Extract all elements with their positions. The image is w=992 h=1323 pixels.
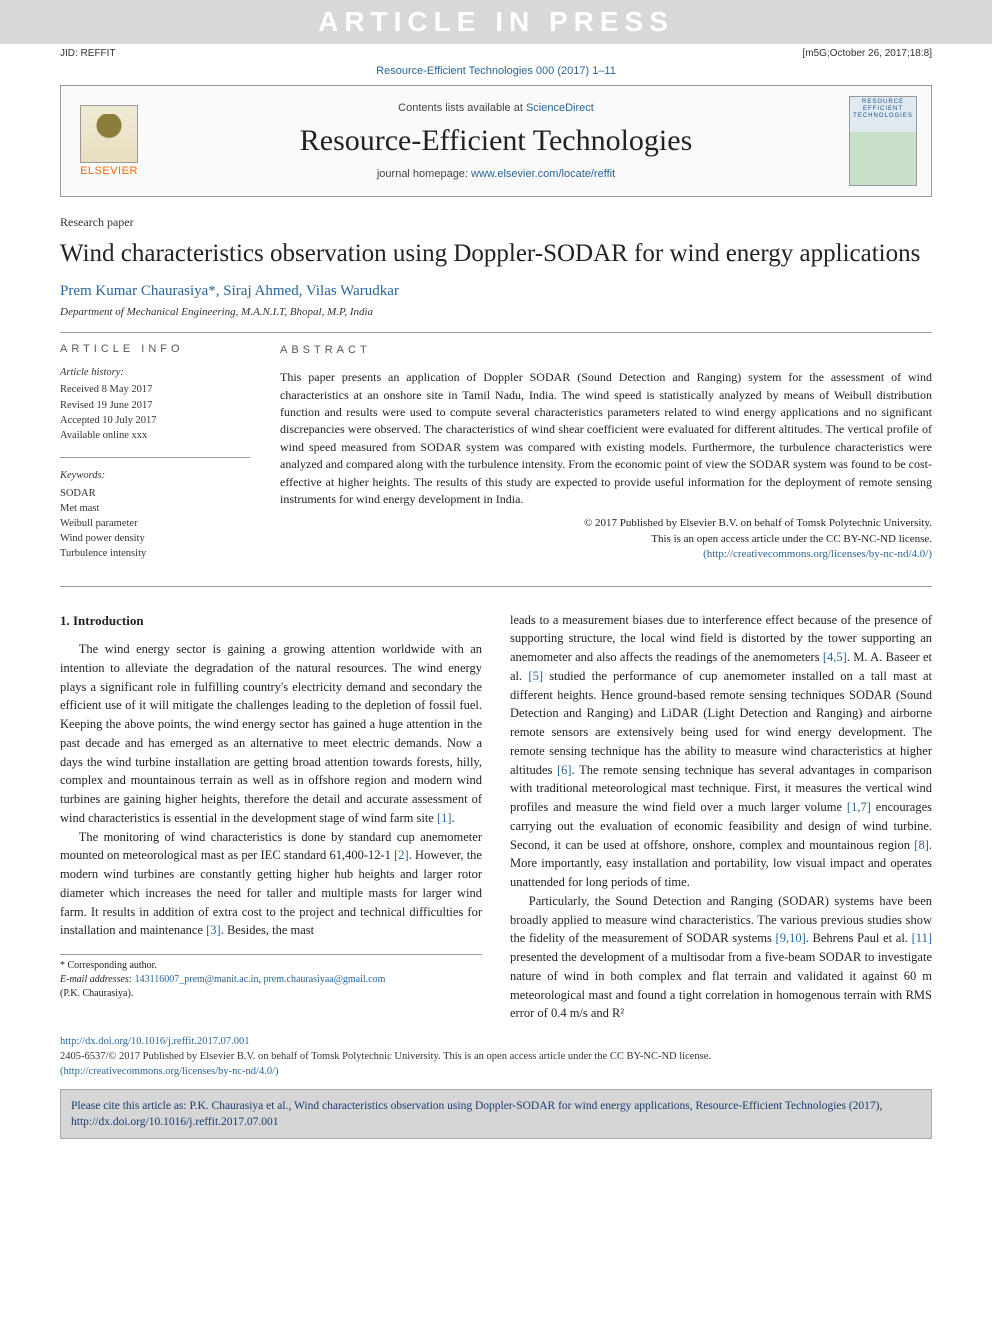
- citation-ref[interactable]: [3]: [206, 923, 221, 937]
- paragraph: The monitoring of wind characteristics i…: [60, 828, 482, 941]
- history-item: Revised 19 June 2017: [60, 398, 250, 413]
- elsevier-wordmark: ELSEVIER: [80, 165, 138, 177]
- copyright-block: © 2017 Published by Elsevier B.V. on beh…: [280, 516, 932, 562]
- history-subhead: Article history:: [60, 365, 250, 380]
- license-link[interactable]: (http://creativecommons.org/licenses/by-…: [60, 1066, 279, 1077]
- email-author-name: (P.K. Chaurasiya).: [60, 987, 482, 1001]
- keywords-subhead: Keywords:: [60, 468, 250, 483]
- section-heading: 1. Introduction: [60, 611, 482, 631]
- keyword: Weibull parameter: [60, 516, 250, 531]
- elsevier-logo: ELSEVIER: [75, 102, 143, 180]
- top-meta-bar: JID: REFFIT [m5G;October 26, 2017;18:8]: [0, 44, 992, 61]
- journal-title: Resource-Efficient Technologies: [157, 124, 835, 158]
- article-history: Article history: Received 8 May 2017 Rev…: [60, 365, 250, 443]
- author-email[interactable]: 143116007_prem@manit.ac.in: [135, 974, 259, 985]
- cite-box: Please cite this article as: P.K. Chaura…: [60, 1089, 932, 1139]
- article-info-head: ARTICLE INFO: [60, 343, 250, 355]
- divider: [60, 332, 932, 333]
- license-link[interactable]: (http://creativecommons.org/licenses/by-…: [703, 548, 932, 560]
- abstract: ABSTRACT This paper presents an applicat…: [280, 343, 932, 575]
- homepage-link[interactable]: www.elsevier.com/locate/reffit: [471, 168, 615, 180]
- article-body: Research paper Wind characteristics obse…: [0, 197, 992, 1023]
- citation-ref[interactable]: [5]: [528, 669, 543, 683]
- paper-title: Wind characteristics observation using D…: [60, 238, 932, 269]
- citation-ref[interactable]: [2]: [394, 848, 409, 862]
- article-info: ARTICLE INFO Article history: Received 8…: [60, 343, 250, 575]
- email-line: E-mail addresses: 143116007_prem@manit.a…: [60, 973, 482, 987]
- keyword: Met mast: [60, 501, 250, 516]
- citation-ref[interactable]: [1,7]: [847, 800, 871, 814]
- cite-doi-link[interactable]: http://dx.doi.org/10.1016/j.reffit.2017.…: [71, 1116, 279, 1128]
- copyright-line: This is an open access article under the…: [280, 532, 932, 547]
- author-email[interactable]: prem.chaurasiyaa@gmail.com: [263, 974, 385, 985]
- citation-ref[interactable]: [4,5]: [823, 650, 847, 664]
- journal-cover-thumb: RESOURCE EFFICIENT TECHNOLOGIES: [849, 96, 917, 186]
- sciencedirect-link[interactable]: ScienceDirect: [526, 102, 594, 114]
- divider: [60, 586, 932, 587]
- journal-header: ELSEVIER Contents lists available at Sci…: [60, 85, 932, 197]
- paragraph: The wind energy sector is gaining a grow…: [60, 640, 482, 828]
- corresponding-author: * Corresponding author.: [60, 959, 482, 973]
- keyword: Turbulence intensity: [60, 546, 250, 561]
- citation-ref[interactable]: [6]: [557, 763, 572, 777]
- history-item: Accepted 10 July 2017: [60, 413, 250, 428]
- issn-line: 2405-6537/© 2017 Published by Elsevier B…: [60, 1051, 711, 1062]
- paragraph: Particularly, the Sound Detection and Ra…: [510, 892, 932, 1023]
- doi-link[interactable]: http://dx.doi.org/10.1016/j.reffit.2017.…: [60, 1036, 249, 1047]
- abstract-text: This paper presents an application of Do…: [280, 369, 932, 508]
- elsevier-tree-icon: [80, 105, 138, 163]
- authors: Prem Kumar Chaurasiya*, Siraj Ahmed, Vil…: [60, 283, 932, 300]
- citation-ref[interactable]: [1]: [437, 811, 452, 825]
- keyword: SODAR: [60, 486, 250, 501]
- contents-prefix: Contents lists available at: [398, 102, 526, 114]
- page: ARTICLE IN PRESS JID: REFFIT [m5G;Octobe…: [0, 0, 992, 1323]
- info-abstract-row: ARTICLE INFO Article history: Received 8…: [60, 343, 932, 575]
- history-item: Received 8 May 2017: [60, 382, 250, 397]
- citation-ref[interactable]: [8]: [914, 838, 929, 852]
- journal-issue-line: Resource-Efficient Technologies 000 (201…: [0, 61, 992, 85]
- paper-type: Research paper: [60, 215, 932, 230]
- paragraph: leads to a measurement biases due to int…: [510, 611, 932, 892]
- abstract-head: ABSTRACT: [280, 343, 932, 359]
- jid-label: JID: REFFIT: [60, 48, 116, 59]
- build-stamp: [m5G;October 26, 2017;18:8]: [802, 48, 932, 59]
- history-item: Available online xxx: [60, 428, 250, 443]
- email-label: E-mail addresses:: [60, 974, 132, 985]
- article-in-press-watermark: ARTICLE IN PRESS: [0, 0, 992, 44]
- cite-text: Please cite this article as: P.K. Chaura…: [71, 1100, 882, 1112]
- journal-homepage: journal homepage: www.elsevier.com/locat…: [157, 168, 835, 180]
- contents-line: Contents lists available at ScienceDirec…: [157, 102, 835, 114]
- journal-center: Contents lists available at ScienceDirec…: [157, 102, 835, 180]
- citation-ref[interactable]: [9,10]: [776, 931, 806, 945]
- citation-ref[interactable]: [11]: [912, 931, 932, 945]
- keyword: Wind power density: [60, 531, 250, 546]
- divider: [60, 457, 250, 458]
- homepage-prefix: journal homepage:: [377, 168, 471, 180]
- copyright-line: © 2017 Published by Elsevier B.V. on beh…: [280, 516, 932, 531]
- keywords-block: Keywords: SODAR Met mast Weibull paramet…: [60, 468, 250, 561]
- footnote-block: * Corresponding author. E-mail addresses…: [60, 954, 482, 1001]
- affiliation: Department of Mechanical Engineering, M.…: [60, 306, 932, 318]
- bottom-doi-block: http://dx.doi.org/10.1016/j.reffit.2017.…: [60, 1035, 932, 1079]
- body-columns: 1. Introduction The wind energy sector i…: [60, 611, 932, 1024]
